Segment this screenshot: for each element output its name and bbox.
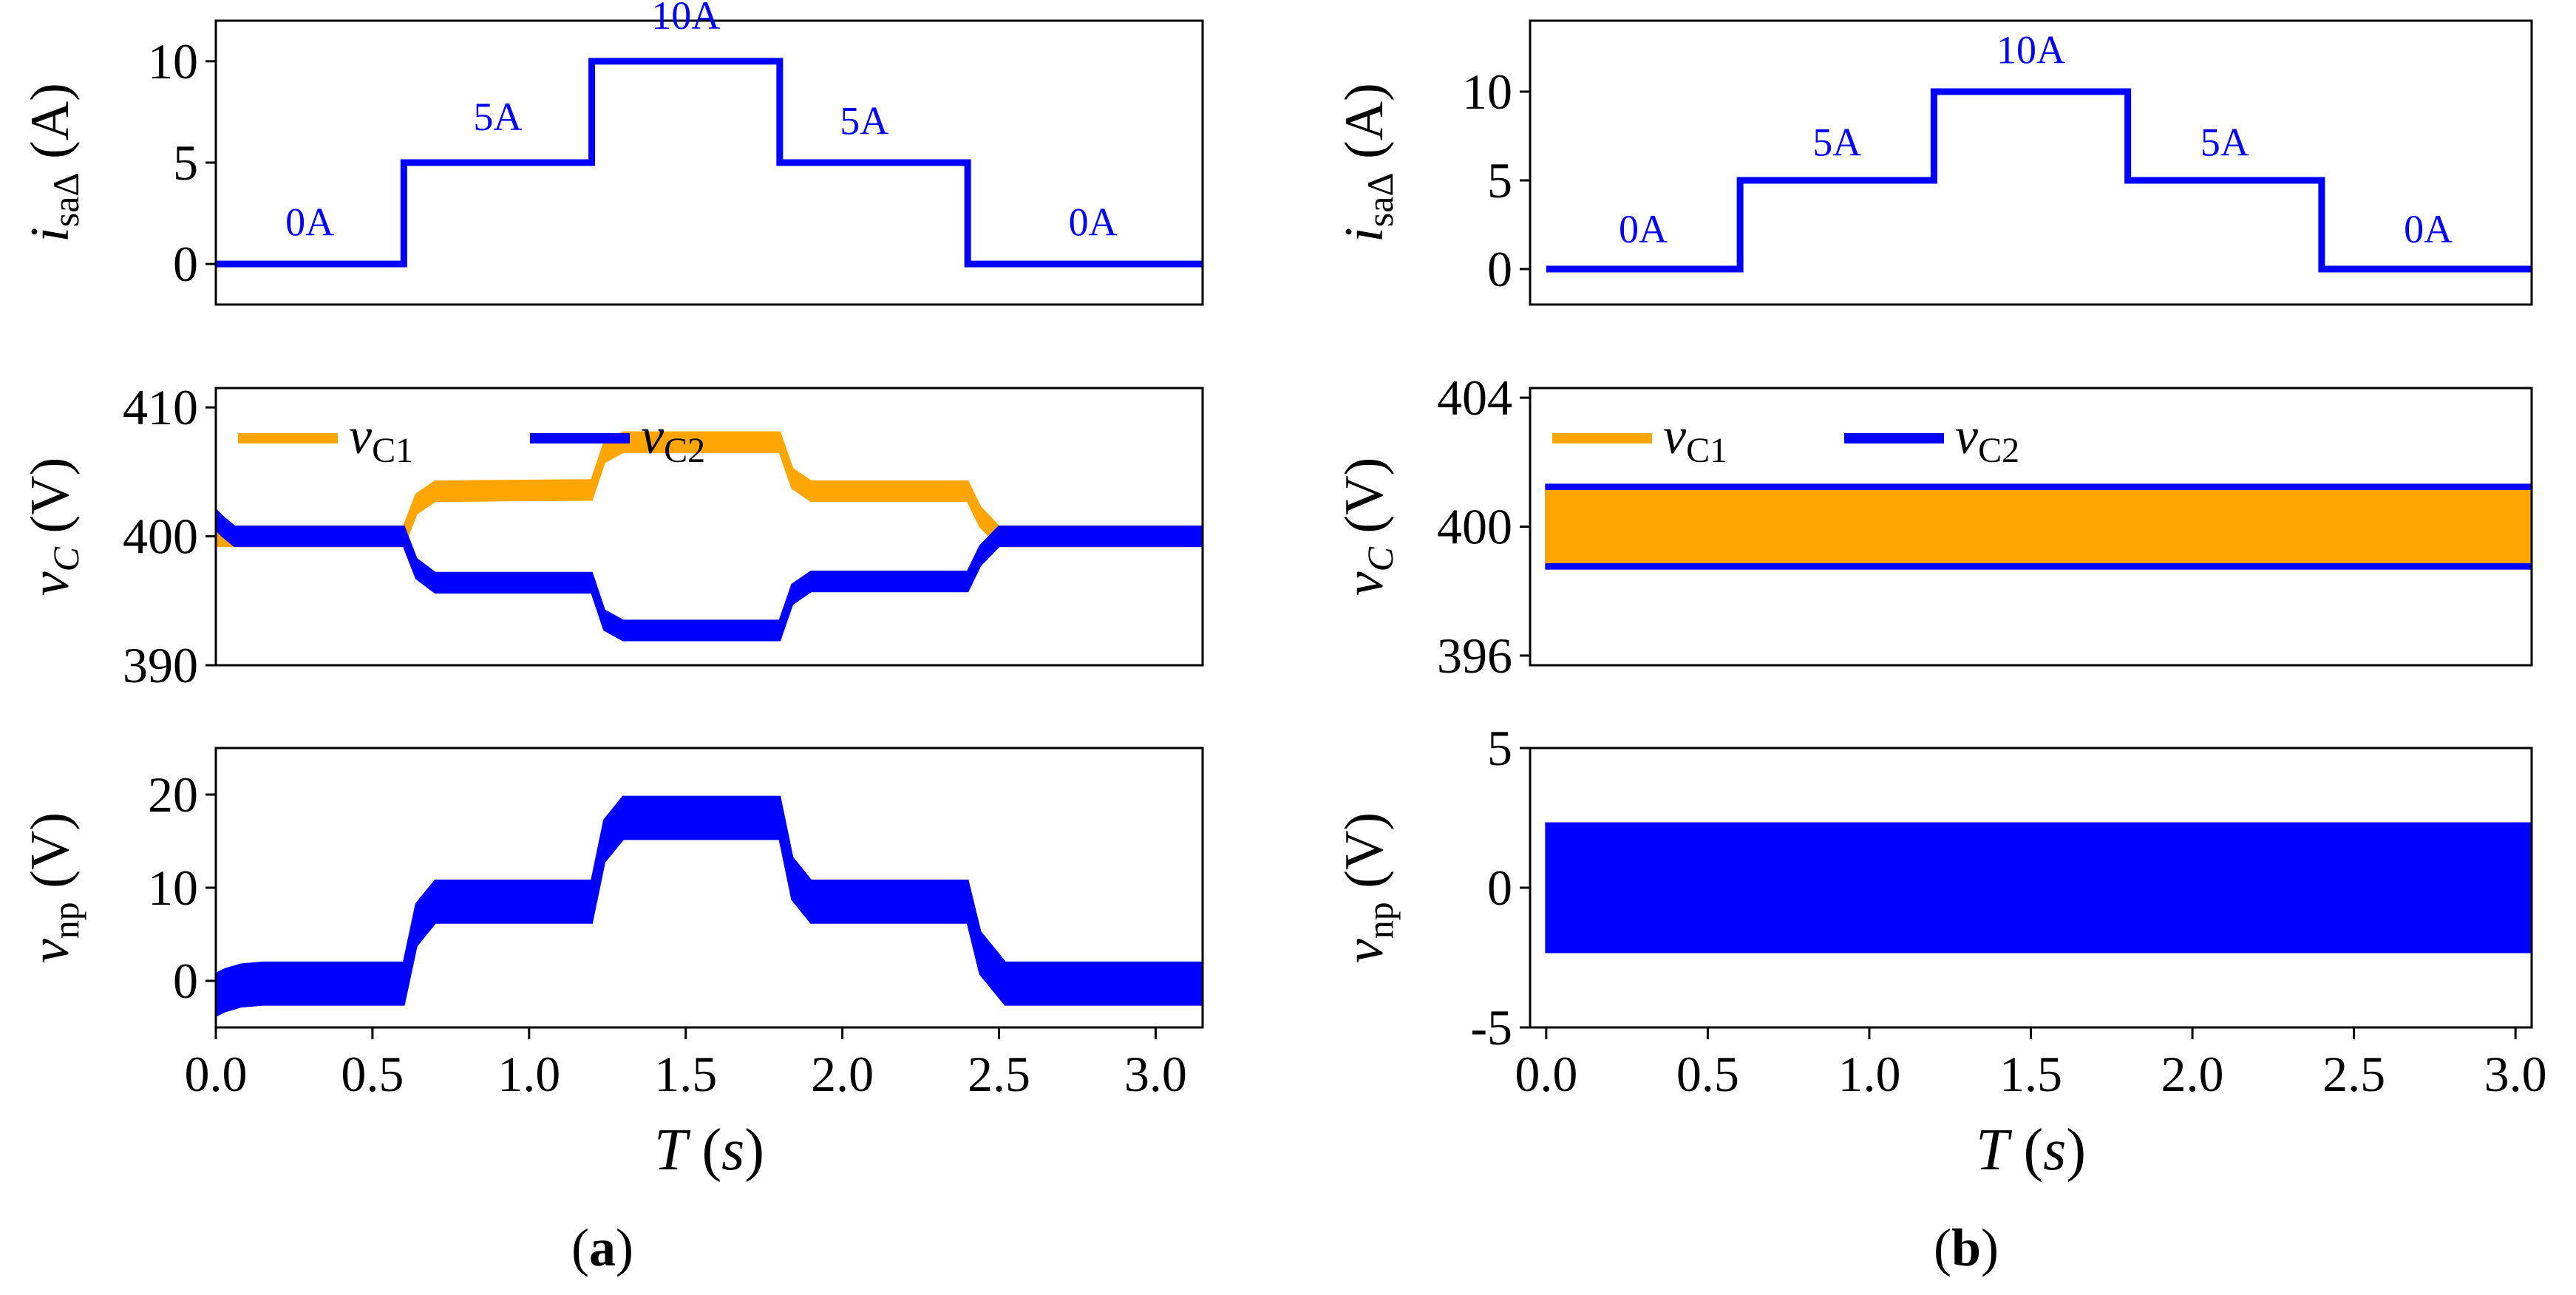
y-tick-label: 10: [1462, 64, 1512, 120]
x-tick-label: 2.0: [811, 1046, 874, 1102]
y-tick-label: 410: [123, 379, 198, 435]
chart-b-3: -5 0 5 0.0 0.5 1.0 1.5 2.0 2.5 3.0 T (s) vnp (V): [1334, 720, 2547, 1183]
x-tick-label: 3.0: [1124, 1046, 1187, 1102]
series-series-0-band: [1545, 822, 2532, 954]
caption-b: (b): [1934, 1218, 1999, 1277]
x-tick-label: 0.0: [185, 1046, 248, 1102]
step-annotation: 5A: [473, 95, 522, 139]
step-annotation: 5A: [1812, 120, 1861, 164]
y-tick-label: 390: [123, 637, 198, 693]
step-annotation: 10A: [1996, 28, 2065, 72]
x-tick-label: 2.0: [2161, 1046, 2224, 1102]
chart-a-2: 390 400 410 vC (V) vC1 vC2: [20, 379, 1204, 693]
series-series-0-band: [216, 795, 1203, 1017]
y-tick-label: 0: [1487, 860, 1512, 916]
legend: vC1 vC2: [238, 408, 705, 470]
x-tick-label: 1.5: [1999, 1046, 2062, 1102]
x-tick-label: 0.5: [1676, 1046, 1739, 1102]
plot-frame: [214, 387, 1204, 667]
y-tick-label: 5: [1487, 152, 1512, 208]
legend-label: vC2: [641, 408, 705, 470]
x-tick-label: 0.0: [1515, 1046, 1577, 1102]
x-tick-label: 1.0: [1838, 1046, 1900, 1102]
y-axis-label: vnp (V): [1334, 812, 1401, 963]
x-tick-label: 3.0: [2484, 1046, 2547, 1102]
series-vc1-band: [1545, 490, 2532, 563]
y-tick-label: 396: [1437, 628, 1512, 684]
y-tick-label: 0: [173, 236, 198, 292]
chart-a-1: 0 5 10 isaΔ (A) 0A 5A 10A 5A 0A: [20, 0, 1204, 306]
x-axis-label: T (s): [654, 1118, 764, 1183]
y-tick-label: 10: [148, 33, 198, 89]
step-annotation: 0A: [2404, 207, 2453, 251]
step-annotation: 5A: [2201, 120, 2249, 164]
y-tick-label: 400: [123, 509, 198, 565]
legend-label: vC1: [349, 408, 413, 470]
series-vc2-band: [216, 508, 1203, 642]
x-tick-label: 0.5: [341, 1046, 404, 1102]
x-tick-label: 2.5: [2322, 1046, 2385, 1102]
step-annotation: 0A: [285, 200, 334, 245]
x-tick-label: 2.5: [968, 1046, 1030, 1102]
legend: vC1 vC2: [1552, 408, 2019, 470]
y-tick-label: -5: [1470, 999, 1512, 1056]
y-axis-label: vC (V): [1334, 458, 1401, 596]
step-annotation: 5A: [840, 99, 888, 143]
step-annotation: 10A: [651, 0, 720, 38]
legend-label: vC1: [1663, 408, 1727, 470]
y-axis-label: isaΔ (A): [1334, 83, 1401, 242]
series-series-0-line: [1546, 88, 2532, 273]
y-tick-label: 10: [148, 860, 198, 916]
y-axis-label: vC (V): [20, 458, 86, 596]
y-tick-label: 404: [1437, 370, 1512, 426]
caption-a: (a): [571, 1218, 633, 1277]
y-tick-label: 400: [1437, 499, 1512, 555]
plot-frame: [1529, 19, 2533, 306]
y-tick-label: 0: [173, 953, 198, 1009]
chart-b-2: 396 400 404 vC (V) vC1 vC2: [1334, 370, 2533, 684]
y-tick-label: 0: [1487, 241, 1512, 297]
chart-a-3: 0 10 20 0.0 0.5 1.0 1.5 2.0 2.5 3.0 T (s) vnp (V): [20, 747, 1204, 1183]
x-tick-label: 1.0: [497, 1046, 560, 1102]
step-annotation: 0A: [1069, 200, 1118, 245]
chart-b-1: 0 5 10 isaΔ (A) 0A 5A 10A 5A 0A: [1334, 19, 2533, 306]
y-tick-label: 5: [173, 135, 198, 191]
x-axis-label: T (s): [1976, 1118, 2086, 1183]
y-axis-label: isaΔ (A): [20, 83, 86, 242]
series-series-0-line: [216, 58, 1203, 268]
x-tick-label: 1.5: [654, 1046, 717, 1102]
step-annotation: 0A: [1619, 207, 1668, 251]
legend-label: vC2: [1955, 408, 2019, 470]
y-axis-label: vnp (V): [20, 812, 86, 963]
y-tick-label: 20: [148, 767, 198, 823]
y-tick-label: 5: [1487, 720, 1512, 776]
